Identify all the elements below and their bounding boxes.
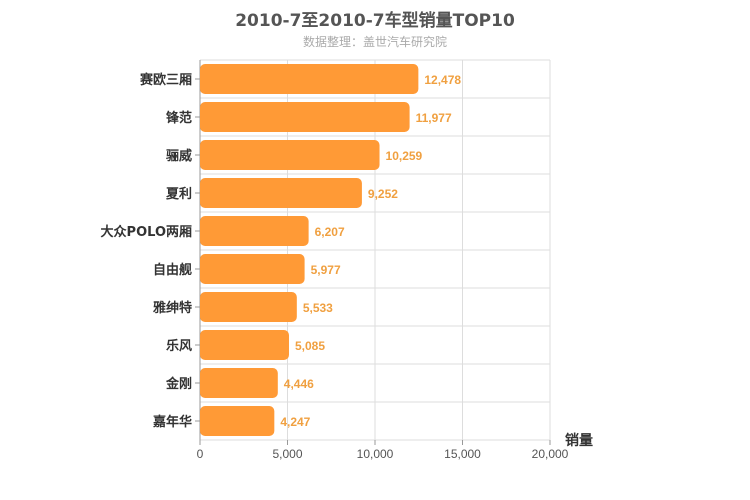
bar — [200, 292, 297, 322]
category-label: 大众POLO两厢 — [101, 224, 192, 240]
bar — [200, 216, 309, 246]
data-label: 5,977 — [311, 263, 341, 277]
category-label: 嘉年华 — [152, 414, 192, 430]
tick-label: 20,000 — [532, 447, 569, 461]
category-label: 赛欧三厢 — [139, 72, 192, 88]
data-label: 10,259 — [386, 149, 423, 163]
data-label: 5,533 — [303, 301, 333, 315]
tick-label: 5,000 — [272, 447, 302, 461]
data-label: 4,446 — [284, 377, 314, 391]
data-label: 6,207 — [315, 225, 345, 239]
tick-label: 0 — [197, 447, 204, 461]
bar — [200, 140, 380, 170]
bar — [200, 406, 275, 436]
value-axis-label: 销量 — [565, 433, 593, 449]
data-label: 4,247 — [280, 415, 310, 429]
tick-label: 15,000 — [444, 447, 481, 461]
tick-label: 10,000 — [357, 447, 394, 461]
category-label: 骊威 — [166, 148, 192, 164]
data-label: 12,478 — [424, 73, 461, 87]
bar — [200, 178, 362, 208]
category-label: 乐风 — [166, 338, 192, 354]
bar — [200, 368, 278, 398]
category-label: 锋范 — [166, 110, 192, 126]
data-label: 5,085 — [295, 339, 325, 353]
bar — [200, 64, 419, 94]
category-label: 夏利 — [165, 186, 192, 202]
bar — [200, 330, 289, 360]
chart-subtitle: 数据整理：盖世汽车研究院 — [302, 35, 447, 49]
category-label: 雅绅特 — [153, 300, 192, 316]
chart-title: 2010-7至2010-7车型销量TOP10 — [235, 11, 515, 31]
data-label: 9,252 — [368, 187, 398, 201]
category-label: 自由舰 — [153, 262, 192, 278]
data-label: 11,977 — [416, 111, 452, 125]
category-label: 金刚 — [165, 376, 192, 392]
bar — [200, 254, 305, 284]
bar — [200, 102, 410, 132]
